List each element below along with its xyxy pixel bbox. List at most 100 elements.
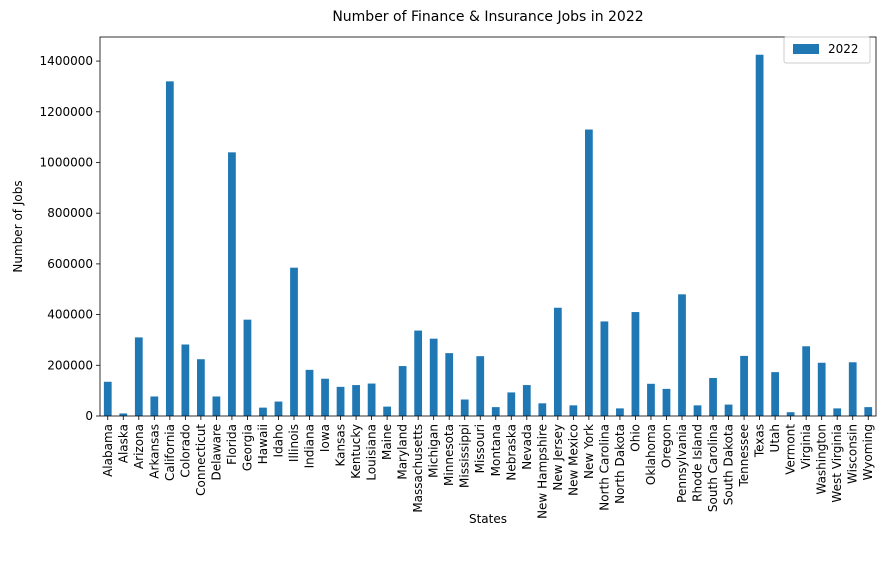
x-tick-label: New Hampshire xyxy=(535,424,549,519)
x-tick-label: Utah xyxy=(768,424,782,452)
x-axis: Alabama Alaska Arizona Arkansas California Co… xyxy=(101,416,875,519)
x-tick-label: Florida xyxy=(225,424,239,465)
y-tick-label: 1000000 xyxy=(40,155,93,169)
x-tick-label: North Carolina xyxy=(597,424,611,511)
bar-pennsylvania xyxy=(678,294,686,416)
y-axis: 0 200000 400000 600000 800000 1000000 1200000 1… xyxy=(40,54,100,423)
x-tick-label: Wyoming xyxy=(861,424,875,480)
x-tick-label: Nebraska xyxy=(504,424,518,481)
x-tick-label: Maine xyxy=(380,424,394,460)
bar-oregon xyxy=(662,388,671,416)
bar-illinois xyxy=(290,267,298,416)
bar-new-york xyxy=(585,129,593,416)
x-tick-label: Indiana xyxy=(303,424,317,468)
x-tick-label: Mississippi xyxy=(458,424,472,488)
legend-box xyxy=(783,36,871,64)
bar-wyoming xyxy=(864,407,873,416)
x-tick-label: Hawaii xyxy=(256,424,270,464)
x-axis-title: States xyxy=(469,512,507,526)
chart-title: Number of Finance & Insurance Jobs in 20… xyxy=(332,9,643,25)
bar-tennessee xyxy=(740,355,748,416)
bar-oklahoma xyxy=(647,383,655,416)
x-tick-label: Rhode Island xyxy=(691,424,705,502)
bar-new-jersey xyxy=(553,307,562,416)
bar-california xyxy=(165,81,174,417)
x-tick-label: West Virginia xyxy=(830,424,844,503)
bar-georgia xyxy=(243,319,252,416)
x-tick-label: Kentucky xyxy=(349,424,363,479)
x-tick-label: Alaska xyxy=(116,424,130,463)
bar-north-carolina xyxy=(600,321,609,416)
bar-colorado xyxy=(181,344,190,416)
bar-maryland xyxy=(398,366,407,416)
bar-indiana xyxy=(305,369,314,416)
x-tick-label: Missouri xyxy=(473,424,487,473)
x-tick-label: Alabama xyxy=(101,424,115,477)
bar-vermont xyxy=(786,412,795,416)
bar-minnesota xyxy=(445,353,454,416)
y-tick-label: 200000 xyxy=(47,358,93,372)
x-tick-label: Delaware xyxy=(209,424,223,481)
bar-hawaii xyxy=(259,407,267,416)
legend-swatch xyxy=(793,44,819,54)
bar-nebraska xyxy=(507,392,516,416)
y-tick-label: 1200000 xyxy=(40,105,93,119)
x-tick-label: Maryland xyxy=(396,424,410,480)
bar-massachusetts xyxy=(414,330,423,416)
bar-alaska xyxy=(119,413,128,416)
x-tick-label: New Mexico xyxy=(566,424,580,496)
bar-nevada xyxy=(522,385,531,416)
x-tick-label: South Carolina xyxy=(706,424,720,512)
x-tick-label: North Dakota xyxy=(613,424,627,504)
x-tick-label: Connecticut xyxy=(194,424,208,496)
legend-label: 2022 xyxy=(828,42,859,56)
x-tick-label: Virginia xyxy=(799,424,813,469)
x-tick-label: Oregon xyxy=(659,424,673,468)
x-tick-label: Arizona xyxy=(132,424,146,469)
bar-connecticut xyxy=(197,359,205,416)
bar-arizona xyxy=(134,337,143,416)
bar-wisconsin xyxy=(848,362,857,416)
bar-delaware xyxy=(212,396,221,416)
x-tick-label: New Jersey xyxy=(551,424,565,491)
x-tick-label: Arkansas xyxy=(147,424,161,479)
bar-montana xyxy=(491,407,500,416)
bar-new-mexico xyxy=(569,405,578,416)
bar-north-dakota xyxy=(616,408,624,416)
x-tick-label: Kansas xyxy=(334,424,348,466)
y-tick-label: 400000 xyxy=(47,308,93,322)
x-tick-label: Vermont xyxy=(784,424,798,475)
bar-michigan xyxy=(429,338,438,416)
x-tick-label: Tennessee xyxy=(737,424,751,488)
x-tick-label: Wisconsin xyxy=(846,424,860,484)
bar-idaho xyxy=(274,401,283,416)
plot-frame xyxy=(99,36,877,417)
bar-new-hampshire xyxy=(538,403,547,416)
x-tick-label: Massachusetts xyxy=(411,424,425,513)
bar-west-virginia xyxy=(833,408,842,416)
x-tick-label: Ohio xyxy=(628,424,642,452)
x-tick-label: Pennsylvania xyxy=(675,424,689,503)
bar-louisiana xyxy=(367,383,376,416)
bar-alabama xyxy=(103,381,112,416)
bars-group xyxy=(103,54,873,417)
y-tick-label: 600000 xyxy=(47,257,93,271)
x-tick-label: Oklahoma xyxy=(644,424,658,485)
x-tick-label: California xyxy=(163,424,177,481)
bar-virginia xyxy=(802,346,811,416)
x-tick-label: Texas xyxy=(753,424,767,458)
x-tick-label: Iowa xyxy=(318,424,332,452)
bar-ohio xyxy=(631,312,640,416)
x-tick-label: Colorado xyxy=(178,424,192,478)
bar-rhode-island xyxy=(693,405,702,416)
bar-south-dakota xyxy=(724,404,733,416)
y-axis-title: Number of Jobs xyxy=(11,180,25,272)
legend: 2022 xyxy=(783,36,871,64)
bar-missouri xyxy=(476,356,485,416)
x-tick-label: Minnesota xyxy=(442,424,456,486)
x-tick-label: Idaho xyxy=(271,424,285,457)
x-tick-label: Montana xyxy=(489,424,503,476)
x-tick-label: Washington xyxy=(815,424,829,495)
bar-iowa xyxy=(321,378,329,416)
